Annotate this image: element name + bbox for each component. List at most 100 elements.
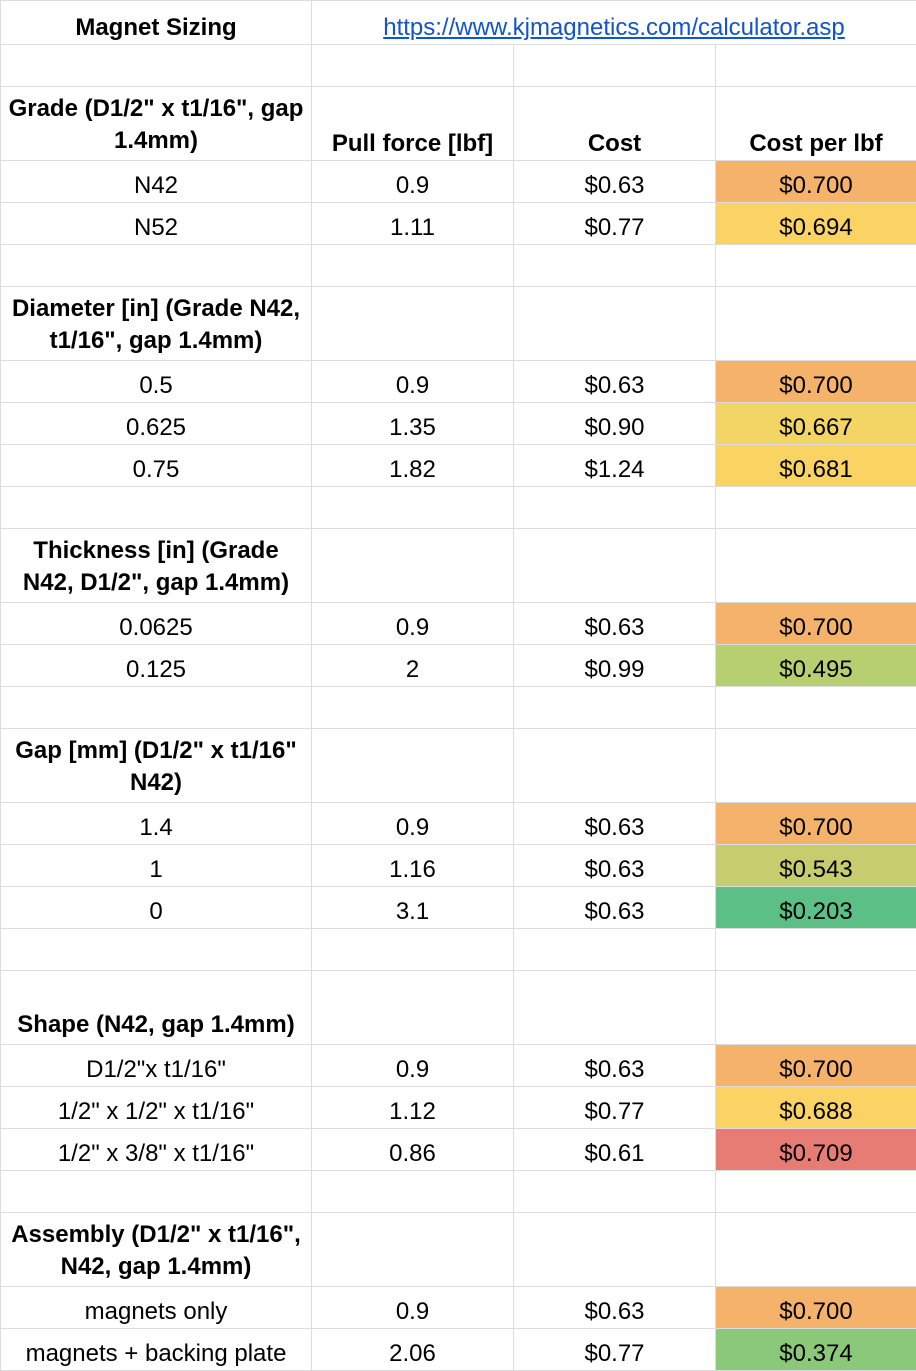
empty-cell[interactable]: [716, 1171, 916, 1213]
row-label-cell[interactable]: magnets only: [1, 1287, 312, 1329]
empty-cell[interactable]: [312, 729, 514, 803]
section-label-cell[interactable]: Gap [mm] (D1/2" x t1/16" N42): [1, 729, 312, 803]
cost-per-lbf-cell[interactable]: $0.203: [716, 887, 916, 929]
empty-cell[interactable]: [716, 487, 916, 529]
row-label-cell[interactable]: 0: [1, 887, 312, 929]
sheet-title-cell[interactable]: Magnet Sizing: [1, 1, 312, 45]
empty-cell[interactable]: [312, 1213, 514, 1287]
cost-cell[interactable]: $0.99: [514, 645, 716, 687]
row-label-cell[interactable]: 1.4: [1, 803, 312, 845]
empty-cell[interactable]: [312, 487, 514, 529]
cost-cell[interactable]: $0.90: [514, 403, 716, 445]
cost-cell[interactable]: $0.63: [514, 603, 716, 645]
column-header-cost[interactable]: Cost: [514, 87, 716, 161]
empty-cell[interactable]: [312, 1171, 514, 1213]
cost-per-lbf-cell[interactable]: $0.700: [716, 1287, 916, 1329]
cost-cell[interactable]: $0.77: [514, 1087, 716, 1129]
cost-cell[interactable]: $0.77: [514, 203, 716, 245]
row-label-cell[interactable]: 0.125: [1, 645, 312, 687]
cost-cell[interactable]: $0.77: [514, 1329, 716, 1371]
cost-cell[interactable]: $0.63: [514, 1045, 716, 1087]
empty-cell[interactable]: [514, 1171, 716, 1213]
cost-cell[interactable]: $0.63: [514, 161, 716, 203]
cost-per-lbf-cell[interactable]: $0.700: [716, 603, 916, 645]
empty-cell[interactable]: [1, 929, 312, 971]
empty-cell[interactable]: [716, 1213, 916, 1287]
empty-cell[interactable]: [514, 929, 716, 971]
pull-force-cell[interactable]: 1.12: [312, 1087, 514, 1129]
empty-cell[interactable]: [312, 45, 514, 87]
calculator-link-cell[interactable]: https://www.kjmagnetics.com/calculator.a…: [312, 1, 916, 45]
pull-force-cell[interactable]: 0.9: [312, 1287, 514, 1329]
empty-cell[interactable]: [1, 487, 312, 529]
empty-cell[interactable]: [514, 287, 716, 361]
row-label-cell[interactable]: 1: [1, 845, 312, 887]
section-label-cell[interactable]: Shape (N42, gap 1.4mm): [1, 971, 312, 1045]
column-header-cost-per-lbf[interactable]: Cost per lbf: [716, 87, 916, 161]
column-header-pull-force[interactable]: Pull force [lbf]: [312, 87, 514, 161]
empty-cell[interactable]: [312, 529, 514, 603]
empty-cell[interactable]: [716, 929, 916, 971]
row-label-cell[interactable]: D1/2"x t1/16": [1, 1045, 312, 1087]
empty-cell[interactable]: [514, 529, 716, 603]
empty-cell[interactable]: [514, 687, 716, 729]
empty-cell[interactable]: [312, 245, 514, 287]
empty-cell[interactable]: [716, 245, 916, 287]
cost-cell[interactable]: $0.63: [514, 845, 716, 887]
cost-per-lbf-cell[interactable]: $0.700: [716, 361, 916, 403]
empty-cell[interactable]: [312, 929, 514, 971]
pull-force-cell[interactable]: 0.9: [312, 1045, 514, 1087]
empty-cell[interactable]: [1, 45, 312, 87]
cost-per-lbf-cell[interactable]: $0.688: [716, 1087, 916, 1129]
empty-cell[interactable]: [312, 687, 514, 729]
empty-cell[interactable]: [514, 245, 716, 287]
row-label-cell[interactable]: 0.5: [1, 361, 312, 403]
row-label-cell[interactable]: N42: [1, 161, 312, 203]
empty-cell[interactable]: [716, 729, 916, 803]
cost-per-lbf-cell[interactable]: $0.374: [716, 1329, 916, 1371]
empty-cell[interactable]: [1, 245, 312, 287]
cost-per-lbf-cell[interactable]: $0.495: [716, 645, 916, 687]
empty-cell[interactable]: [514, 45, 716, 87]
section-label-cell[interactable]: Thickness [in] (Grade N42, D1/2", gap 1.…: [1, 529, 312, 603]
pull-force-cell[interactable]: 0.9: [312, 603, 514, 645]
cost-per-lbf-cell[interactable]: $0.543: [716, 845, 916, 887]
empty-cell[interactable]: [1, 1171, 312, 1213]
pull-force-cell[interactable]: 0.9: [312, 803, 514, 845]
cost-cell[interactable]: $1.24: [514, 445, 716, 487]
pull-force-cell[interactable]: 1.11: [312, 203, 514, 245]
empty-cell[interactable]: [716, 971, 916, 1045]
empty-cell[interactable]: [514, 729, 716, 803]
pull-force-cell[interactable]: 0.9: [312, 361, 514, 403]
empty-cell[interactable]: [514, 487, 716, 529]
row-label-cell[interactable]: 1/2" x 1/2" x t1/16": [1, 1087, 312, 1129]
row-label-cell[interactable]: 0.625: [1, 403, 312, 445]
empty-cell[interactable]: [716, 287, 916, 361]
cost-per-lbf-cell[interactable]: $0.681: [716, 445, 916, 487]
row-label-cell[interactable]: magnets + backing plate: [1, 1329, 312, 1371]
pull-force-cell[interactable]: 0.86: [312, 1129, 514, 1171]
section-label-cell[interactable]: Diameter [in] (Grade N42, t1/16", gap 1.…: [1, 287, 312, 361]
row-label-cell[interactable]: N52: [1, 203, 312, 245]
row-label-cell[interactable]: 1/2" x 3/8" x t1/16": [1, 1129, 312, 1171]
empty-cell[interactable]: [1, 687, 312, 729]
empty-cell[interactable]: [716, 45, 916, 87]
cost-per-lbf-cell[interactable]: $0.709: [716, 1129, 916, 1171]
cost-per-lbf-cell[interactable]: $0.667: [716, 403, 916, 445]
empty-cell[interactable]: [716, 687, 916, 729]
section-label-cell[interactable]: Grade (D1/2" x t1/16", gap 1.4mm): [1, 87, 312, 161]
cost-per-lbf-cell[interactable]: $0.694: [716, 203, 916, 245]
cost-cell[interactable]: $0.63: [514, 887, 716, 929]
pull-force-cell[interactable]: 3.1: [312, 887, 514, 929]
cost-cell[interactable]: $0.63: [514, 1287, 716, 1329]
empty-cell[interactable]: [716, 529, 916, 603]
empty-cell[interactable]: [312, 287, 514, 361]
pull-force-cell[interactable]: 0.9: [312, 161, 514, 203]
pull-force-cell[interactable]: 1.82: [312, 445, 514, 487]
cost-cell[interactable]: $0.63: [514, 361, 716, 403]
empty-cell[interactable]: [312, 971, 514, 1045]
empty-cell[interactable]: [514, 1213, 716, 1287]
pull-force-cell[interactable]: 2: [312, 645, 514, 687]
pull-force-cell[interactable]: 2.06: [312, 1329, 514, 1371]
cost-cell[interactable]: $0.61: [514, 1129, 716, 1171]
